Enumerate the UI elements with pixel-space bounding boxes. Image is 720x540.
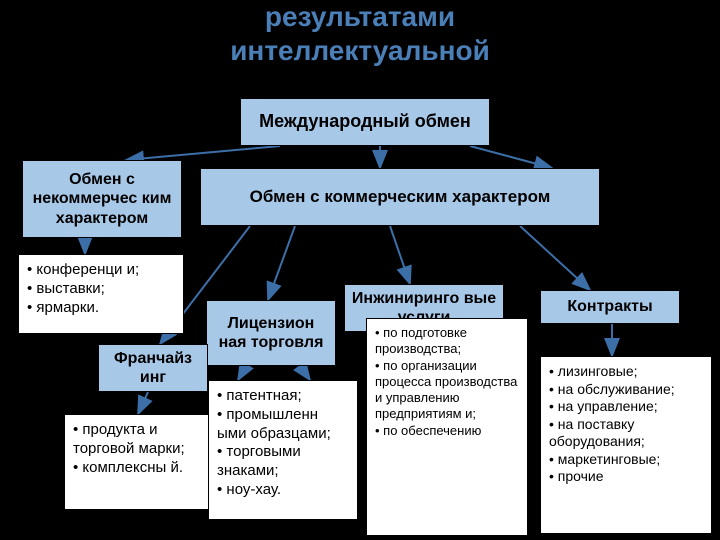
list-item: на управление; — [549, 398, 703, 416]
list-item: конференци и; — [27, 261, 175, 280]
title-line-2: интеллектуальной — [0, 34, 720, 68]
list-item: выставки; — [27, 280, 175, 299]
list-item: на обслуживание; — [549, 381, 703, 399]
licensing-list: патентная;промышленн ыми образцами;торго… — [208, 380, 358, 520]
list-item: лизинговые; — [549, 363, 703, 381]
list-item: ярмарки. — [27, 299, 175, 318]
list-item: по обеспечению — [375, 423, 519, 439]
contracts-list: лизинговые;на обслуживание;на управление… — [540, 356, 712, 534]
list-item: патентная; — [217, 387, 349, 406]
root-label: Международный обмен — [259, 111, 471, 133]
contracts-box: Контракты — [540, 290, 680, 324]
noncommercial-label: Обмен с некоммерчес ким характером — [29, 170, 175, 228]
licensing-box: Лицензион ная торговля — [206, 300, 336, 366]
list-item: прочие — [549, 468, 703, 486]
noncommercial-list: конференци и;выставки;ярмарки. — [18, 254, 184, 334]
list-item: на поставку оборудования; — [549, 416, 703, 451]
licensing-label: Лицензион ная торговля — [213, 314, 329, 352]
list-item: продукта и торговой марки; — [73, 421, 205, 459]
contracts-label: Контракты — [567, 297, 652, 316]
commercial-box: Обмен с коммерческим характером — [200, 168, 600, 226]
list-item: промышленн ыми образцами; — [217, 406, 349, 444]
franchising-box: Франчайз инг — [98, 344, 208, 392]
list-item: маркетинговые; — [549, 451, 703, 469]
title-line-1: результатами — [0, 0, 720, 34]
list-item: по организации процесса производства и у… — [375, 358, 519, 423]
commercial-label: Обмен с коммерческим характером — [250, 187, 551, 207]
franchising-label: Франчайз инг — [105, 349, 201, 387]
list-item: торговыми знаками; — [217, 443, 349, 481]
slide-title: результатами интеллектуальной — [0, 0, 720, 67]
engineering-list: по подготовке производства;по организаци… — [366, 318, 528, 536]
noncommercial-box: Обмен с некоммерчес ким характером — [22, 160, 182, 238]
list-item: комплексны й. — [73, 459, 205, 478]
root-box: Международный обмен — [240, 98, 490, 146]
franchising-list: продукта и торговой марки;комплексны й. — [64, 414, 214, 510]
list-item: по подготовке производства; — [375, 325, 519, 358]
list-item: ноу-хау. — [217, 481, 349, 500]
